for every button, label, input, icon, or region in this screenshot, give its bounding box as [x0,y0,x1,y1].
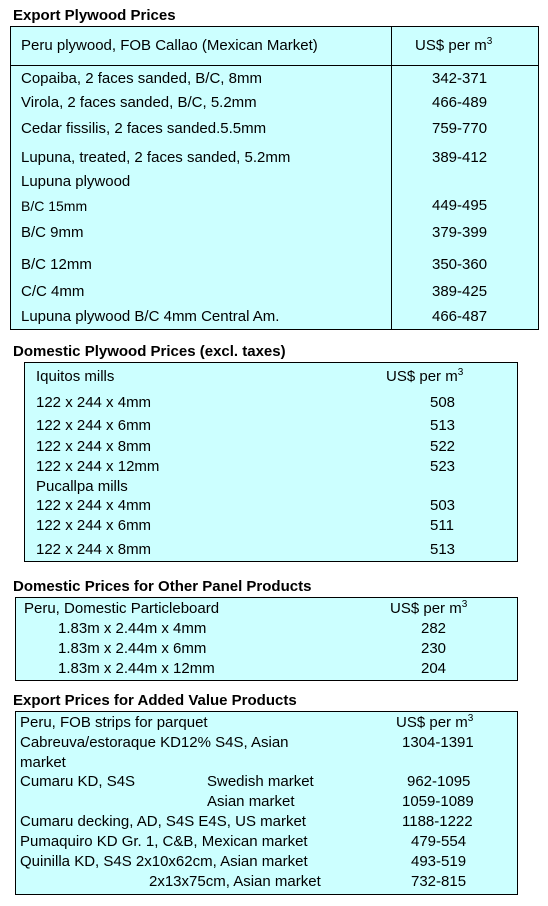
table-row-value: 523 [430,458,456,475]
table-row-value: 449-495 [432,197,488,214]
table-header-unit: US$ per m3 [390,599,468,618]
table-row-value: 230 [421,640,447,657]
table-row-value: 466-489 [432,94,488,111]
table-row-value: 466-487 [432,308,488,325]
table-row-value: 342-371 [432,70,488,87]
table-row-label: 122 x 244 x 8mm [36,438,152,455]
table-row-value: 508 [430,394,456,411]
table-row-value: 204 [421,660,447,677]
table-header-unit: US$ per m3 [386,367,464,386]
table-row-label: Cedar fissilis, 2 faces sanded.5.5mm [21,120,267,137]
table-row-value: 503 [430,497,456,514]
table-row-value: 962-1095 [407,773,471,790]
table-row-value: 350-360 [432,256,488,273]
table-row-value: 1059-1089 [402,793,474,810]
table-header-unit: US$ per m3 [396,713,474,732]
table-row-label: Cabreuva/estoraque KD12% S4S, Asian [20,734,289,751]
table-row-market: Asian market [207,793,295,810]
table-row-label: Lupuna plywood B/C 4mm Central Am. [21,308,280,325]
table-row-label: B/C 15mm [21,198,88,214]
table-row-value: 522 [430,438,456,455]
table-row-value: 493-519 [411,853,467,870]
export-plywood-table: Peru plywood, FOB Callao (Mexican Market… [10,26,539,330]
table-row-label-continued: market [20,754,66,771]
table-row-label: 122 x 244 x 12mm [36,458,160,475]
table-row-label: 122 x 244 x 4mm [36,394,152,411]
table-row-label: 122 x 244 x 6mm [36,417,152,434]
table-row-label: 1.83m x 2.44m x 6mm [58,640,207,657]
table-subheading: Pucallpa mills [36,478,128,495]
table-row-label: Pumaquiro KD Gr. 1, C&B, Mexican market [20,833,308,850]
table-row-label: B/C 9mm [21,224,84,241]
table-row-label: Lupuna, treated, 2 faces sanded, 5.2mm [21,149,291,166]
table-row-label: Cumaru KD, S4S [20,773,136,790]
table-row-value: 732-815 [411,873,467,890]
column-divider [391,27,392,329]
table-row-label: Cumaru decking, AD, S4S E4S, US market [20,813,306,830]
table-row-value: 389-425 [432,283,488,300]
table-header-label: Iquitos mills [36,368,115,385]
table-header-label: Peru plywood, FOB Callao (Mexican Market… [21,37,318,54]
section-title-export-plywood: Export Plywood Prices [13,7,176,24]
table-subheading: Lupuna plywood [21,173,131,190]
table-row-market: Swedish market [207,773,314,790]
table-row-market: 2x13x75cm, Asian market [149,873,321,890]
table-row-label: Quinilla KD, S4S 2x10x62cm, Asian market [20,853,308,870]
table-row-value: 1188-1222 [402,813,473,830]
table-row-label: B/C 12mm [21,256,92,273]
table-row-label: 1.83m x 2.44m x 12mm [58,660,215,677]
domestic-plywood-table: Iquitos mills US$ per m3 122 x 244 x 4mm… [24,362,518,562]
table-row-label: 122 x 244 x 8mm [36,541,152,558]
table-header-label: Peru, FOB strips for parquet [20,714,208,731]
table-row-value: 282 [421,620,447,637]
table-row-label: Copaiba, 2 faces sanded, B/C, 8mm [21,70,262,87]
table-row-label: 122 x 244 x 6mm [36,517,152,534]
table-row-value: 1304-1391 [402,734,474,751]
table-row-value: 513 [430,417,456,434]
table-header-label: Peru, Domestic Particleboard [24,600,220,617]
table-row-label: C/C 4mm [21,283,85,300]
table-row-value: 513 [430,541,456,558]
table-row-value: 479-554 [411,833,467,850]
table-header-unit: US$ per m3 [415,36,493,55]
section-title-other-panel-products: Domestic Prices for Other Panel Products [13,578,312,595]
table-row-value: 389-412 [432,149,488,166]
table-row-label: 1.83m x 2.44m x 4mm [58,620,207,637]
header-divider [11,65,538,66]
section-title-added-value-products: Export Prices for Added Value Products [13,692,297,709]
other-panel-products-table: Peru, Domestic Particleboard US$ per m3 … [15,597,518,681]
table-row-value: 511 [430,517,454,534]
table-row-value: 379-399 [432,224,488,241]
section-title-domestic-plywood: Domestic Plywood Prices (excl. taxes) [13,343,286,360]
table-row-label: Virola, 2 faces sanded, B/C, 5.2mm [21,94,257,111]
table-row-value: 759-770 [432,120,488,137]
table-row-label: 122 x 244 x 4mm [36,497,152,514]
added-value-products-table: Peru, FOB strips for parquet US$ per m3 … [15,711,518,895]
